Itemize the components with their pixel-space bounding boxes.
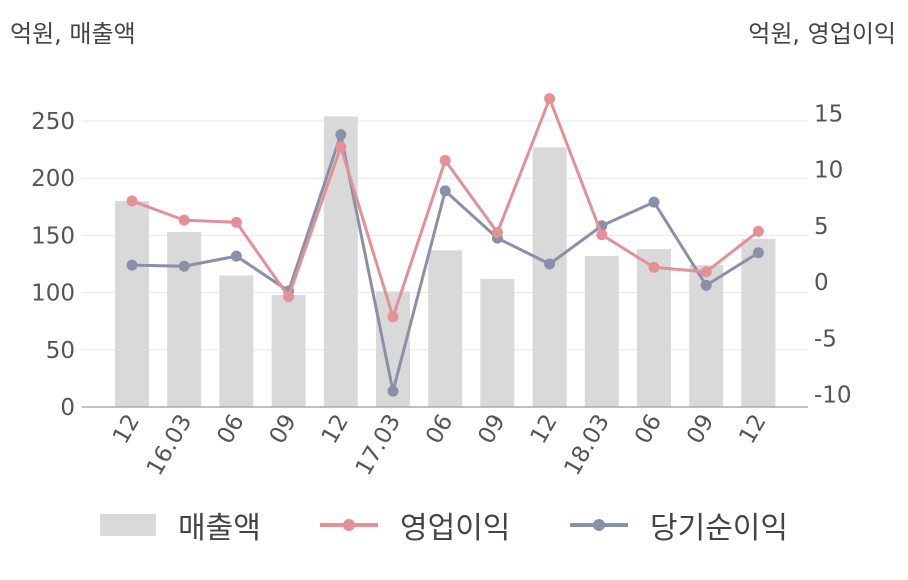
bar-sales: [584, 255, 619, 407]
point-operating-profit: [491, 227, 503, 238]
bar-sales: [428, 250, 463, 407]
legend-item-net-income: 당기순이익: [570, 503, 788, 547]
point-operating-profit: [700, 266, 712, 278]
y-right-tick-label: -10: [814, 383, 852, 409]
point-net-income: [178, 260, 190, 272]
legend-swatch-sales: [100, 514, 156, 536]
x-tick-label: 06: [630, 410, 667, 448]
legend-label-sales: 매출액: [178, 511, 261, 546]
point-net-income: [544, 258, 556, 270]
point-net-income: [387, 385, 399, 397]
bar-sales: [219, 275, 254, 407]
y-left-tick-label: 100: [31, 281, 75, 307]
point-operating-profit: [126, 195, 138, 207]
x-tick-label: 06: [212, 410, 249, 448]
point-operating-profit: [178, 214, 190, 226]
x-tick-label: 09: [473, 410, 510, 448]
point-operating-profit: [335, 141, 347, 153]
x-tick-label: 09: [682, 410, 719, 448]
bar-sales: [741, 238, 776, 407]
x-tick-label: 12: [108, 410, 145, 448]
x-tick-label: 17.03: [351, 410, 406, 480]
y-left-tick-label: 0: [60, 395, 75, 421]
y-left-tick-label: 150: [31, 223, 75, 249]
bar-sales: [167, 231, 202, 407]
legend: 매출액 영업이익 당기순이익: [0, 503, 908, 546]
point-operating-profit: [544, 93, 556, 105]
bar-sales: [532, 147, 567, 407]
legend-swatch-operating-profit: [320, 514, 378, 536]
point-net-income: [126, 259, 138, 271]
legend-item-operating-profit: 영업이익: [320, 503, 510, 547]
point-operating-profit: [387, 311, 399, 323]
x-tick-label: 12: [734, 410, 771, 448]
point-net-income: [648, 196, 660, 208]
point-net-income: [752, 247, 764, 259]
bar-sales: [323, 116, 358, 407]
point-net-income: [439, 185, 451, 197]
bar-sales: [637, 249, 671, 407]
point-operating-profit: [283, 291, 295, 303]
y-right-tick-label: 10: [814, 158, 843, 184]
point-operating-profit: [648, 261, 660, 273]
left-axis-unit: 억원, 매출액: [10, 20, 136, 48]
y-left-tick-label: 50: [46, 338, 75, 364]
point-net-income: [335, 129, 347, 141]
point-operating-profit: [439, 155, 451, 166]
legend-label-operating-profit: 영업이익: [400, 511, 511, 546]
x-tick-label: 16.03: [142, 410, 197, 480]
y-left-tick-label: 200: [31, 166, 75, 192]
x-tick-label: 06: [421, 410, 458, 448]
y-right-tick-label: 0: [814, 270, 829, 296]
right-axis-unit: 억원, 영업이익: [748, 20, 896, 48]
x-tick-label: 12: [526, 410, 563, 448]
point-operating-profit: [596, 229, 608, 241]
point-net-income: [700, 279, 712, 291]
legend-item-sales: 매출액: [100, 503, 261, 547]
point-net-income: [230, 250, 242, 262]
y-right-tick-label: -5: [814, 326, 837, 352]
bar-sales: [271, 294, 306, 407]
bar-sales: [480, 278, 515, 407]
bar-sales: [115, 201, 149, 407]
legend-label-net-income: 당기순이익: [650, 511, 788, 546]
x-tick-label: 09: [265, 410, 302, 448]
x-tick-label: 18.03: [560, 410, 615, 480]
point-operating-profit: [752, 225, 764, 237]
y-right-tick-label: 5: [814, 214, 829, 240]
y-left-tick-label: 250: [31, 109, 75, 135]
point-operating-profit: [230, 216, 242, 228]
legend-swatch-net-income: [570, 514, 628, 536]
x-tick-label: 12: [317, 410, 354, 448]
y-right-tick-label: 15: [814, 101, 843, 127]
